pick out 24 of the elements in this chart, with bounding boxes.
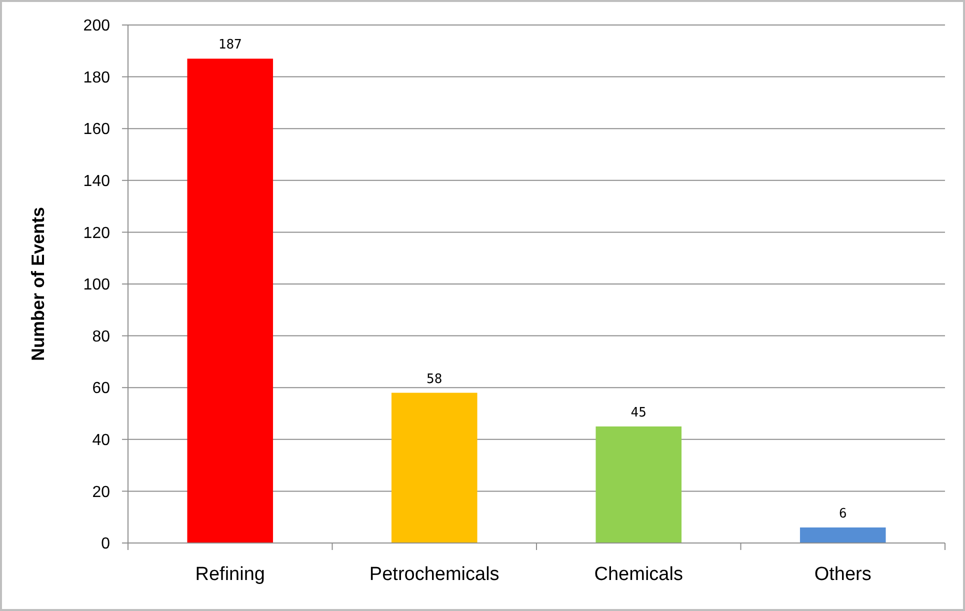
x-tick-label: Others <box>814 564 872 585</box>
bar <box>391 392 478 543</box>
y-tick-label: 80 <box>92 328 110 346</box>
y-tick-label: 160 <box>83 121 110 138</box>
bar <box>187 58 274 543</box>
y-tick-label: 100 <box>83 276 110 294</box>
y-tick-label: 60 <box>92 380 110 398</box>
x-tick-label: Petrochemicals <box>369 564 500 585</box>
y-tick-label: 140 <box>83 173 110 190</box>
x-tick-label: Chemicals <box>594 564 683 585</box>
y-tick-label: 0 <box>101 536 110 553</box>
y-axis-title: Number of Events <box>28 206 48 362</box>
x-tick-label: Refining <box>195 564 265 585</box>
bar <box>596 426 682 543</box>
y-tick-label: 120 <box>83 224 110 242</box>
y-tick-label: 180 <box>83 69 110 86</box>
data-label: 58 <box>426 372 442 387</box>
bar <box>800 527 886 543</box>
y-tick-label: 40 <box>92 432 110 449</box>
y-tick-label: 20 <box>92 484 110 501</box>
data-label: 6 <box>838 506 847 522</box>
data-label: 187 <box>218 38 242 53</box>
data-label: 45 <box>630 405 646 420</box>
y-tick-label: 200 <box>83 18 110 35</box>
